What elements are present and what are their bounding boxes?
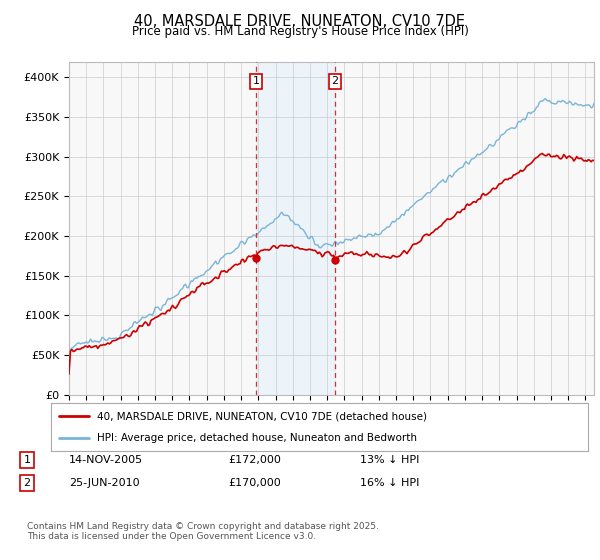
Bar [256,62,335,395]
Text: 1: 1 [23,455,31,465]
Text: 40, MARSDALE DRIVE, NUNEATON, CV10 7DE (detached house): 40, MARSDALE DRIVE, NUNEATON, CV10 7DE (… [97,411,427,421]
Text: 13% ↓ HPI: 13% ↓ HPI [360,455,419,465]
Text: Price paid vs. HM Land Registry's House Price Index (HPI): Price paid vs. HM Land Registry's House … [131,25,469,38]
Text: 14-NOV-2005: 14-NOV-2005 [69,455,143,465]
Text: £170,000: £170,000 [228,478,281,488]
Text: 1: 1 [253,76,260,86]
Text: 2: 2 [332,76,338,86]
Text: 25-JUN-2010: 25-JUN-2010 [69,478,140,488]
Text: 16% ↓ HPI: 16% ↓ HPI [360,478,419,488]
Text: Contains HM Land Registry data © Crown copyright and database right 2025.
This d: Contains HM Land Registry data © Crown c… [27,522,379,542]
Text: £172,000: £172,000 [228,455,281,465]
Text: 40, MARSDALE DRIVE, NUNEATON, CV10 7DE: 40, MARSDALE DRIVE, NUNEATON, CV10 7DE [134,14,466,29]
Text: HPI: Average price, detached house, Nuneaton and Bedworth: HPI: Average price, detached house, Nune… [97,433,416,443]
Text: 2: 2 [23,478,31,488]
